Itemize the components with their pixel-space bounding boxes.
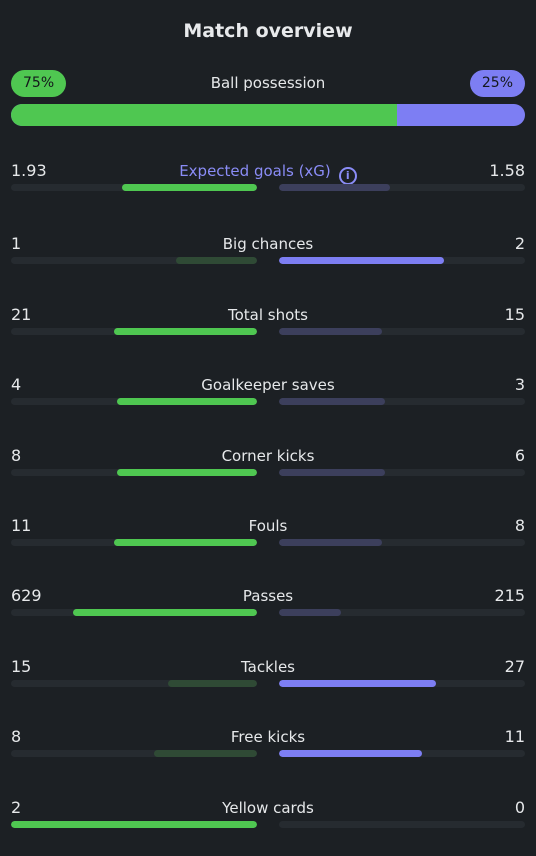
stat-row-yellow-cards: 2 Yellow cards 0: [11, 797, 525, 837]
away-stat-fill: [279, 184, 390, 191]
away-stat-track: [279, 257, 525, 264]
ball-possession-row: 75% Ball possession 25%: [11, 70, 525, 97]
stat-row-passes: 629 Passes 215: [11, 585, 525, 625]
away-stat-track: [279, 469, 525, 476]
away-value: 27: [504, 657, 525, 676]
stat-label: Total shots: [228, 306, 308, 324]
away-stat-fill: [279, 609, 341, 616]
away-value: 215: [494, 586, 525, 605]
away-stat-track: [279, 750, 525, 757]
away-stat-fill: [279, 257, 444, 264]
stat-row-free-kicks: 8 Free kicks 11: [11, 726, 525, 766]
away-value: 8: [514, 516, 525, 535]
home-value: 15: [11, 657, 32, 676]
home-stat-fill: [121, 184, 257, 191]
stat-row-total-shots: 21 Total shots 15: [11, 304, 525, 344]
away-value: 11: [504, 727, 525, 746]
home-value: 1: [11, 234, 22, 253]
home-stat-fill: [72, 609, 257, 616]
stat-row-tackles: 15 Tackles 27: [11, 656, 525, 696]
away-stat-track: [279, 398, 525, 405]
stat-row-goalkeeper-saves: 4 Goalkeeper saves 3: [11, 374, 525, 414]
home-stat-fill: [11, 821, 257, 828]
stat-label: Goalkeeper saves: [201, 376, 335, 394]
home-value: 8: [11, 446, 22, 465]
away-stat-fill: [279, 398, 385, 405]
away-value: 2: [514, 234, 525, 253]
away-stat-track: [279, 821, 525, 828]
away-value: 6: [514, 446, 525, 465]
away-stat-track: [279, 680, 525, 687]
away-possession-badge: 25%: [469, 70, 525, 97]
match-overview-title: Match overview: [183, 20, 353, 42]
home-stat-fill: [114, 328, 257, 335]
away-value: 15: [504, 305, 525, 324]
home-stat-track: [11, 680, 257, 687]
home-value: 11: [11, 516, 32, 535]
home-value: 8: [11, 727, 22, 746]
home-stat-fill: [116, 469, 257, 476]
stat-row-corner-kicks: 8 Corner kicks 6: [11, 445, 525, 485]
stat-row-big-chances: 1 Big chances 2: [11, 233, 525, 273]
stat-label: Big chances: [222, 235, 314, 253]
home-possession-badge: 75%: [11, 70, 67, 97]
stat-label: Tackles: [240, 658, 296, 676]
stat-row-expected-goals: 1.93 Expected goals (xG) i 1.58: [11, 160, 525, 200]
away-stat-fill: [279, 680, 437, 687]
home-stat-track: [11, 257, 257, 264]
home-stat-fill: [153, 750, 257, 757]
home-stat-fill: [175, 257, 257, 264]
away-stat-fill: [279, 539, 383, 546]
info-icon[interactable]: i: [338, 167, 357, 185]
stat-label: Yellow cards: [222, 799, 314, 817]
away-stat-fill: [279, 328, 383, 335]
home-value: 2: [11, 798, 22, 817]
home-stat-fill: [168, 680, 257, 687]
home-stat-track: [11, 398, 257, 405]
home-value: 1.93: [11, 161, 47, 180]
home-stat-track: [11, 609, 257, 616]
stat-label-text: Expected goals (xG): [179, 162, 331, 180]
away-stat-track: [279, 184, 525, 191]
stat-label[interactable]: Expected goals (xG) i: [11, 160, 525, 185]
home-value: 629: [11, 586, 42, 605]
stat-label: Free kicks: [230, 728, 306, 746]
away-value: 0: [514, 798, 525, 817]
home-value: 4: [11, 375, 22, 394]
ball-possession-bar: [11, 104, 525, 126]
home-stat-track: [11, 539, 257, 546]
home-stat-fill: [116, 398, 257, 405]
home-stat-track: [11, 328, 257, 335]
stat-label: Passes: [242, 587, 294, 605]
stat-row-fouls: 11 Fouls 8: [11, 515, 525, 555]
home-stat-track: [11, 750, 257, 757]
away-stat-track: [279, 609, 525, 616]
away-stat-track: [279, 328, 525, 335]
away-stat-track: [279, 539, 525, 546]
home-possession-fill: [11, 104, 397, 126]
stat-label: Fouls: [248, 517, 288, 535]
stat-label: Corner kicks: [221, 447, 315, 465]
home-stat-track: [11, 821, 257, 828]
home-stat-track: [11, 469, 257, 476]
away-stat-fill: [279, 469, 385, 476]
home-value: 21: [11, 305, 32, 324]
away-value: 3: [514, 375, 525, 394]
away-stat-fill: [279, 750, 422, 757]
away-value: 1.58: [489, 161, 525, 180]
ball-possession-label: Ball possession: [210, 74, 326, 92]
home-stat-track: [11, 184, 257, 191]
home-stat-fill: [114, 539, 257, 546]
